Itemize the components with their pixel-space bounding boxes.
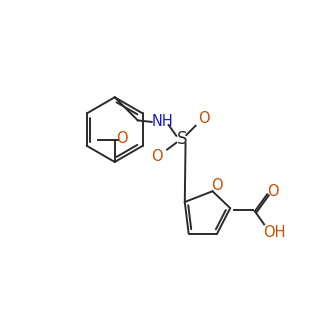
- Text: NH: NH: [152, 114, 173, 130]
- Text: O: O: [117, 131, 128, 146]
- Text: O: O: [198, 111, 210, 126]
- Text: S: S: [176, 130, 187, 148]
- Text: O: O: [151, 149, 163, 164]
- Text: O: O: [267, 184, 278, 200]
- Text: OH: OH: [264, 224, 286, 240]
- Text: O: O: [211, 178, 223, 193]
